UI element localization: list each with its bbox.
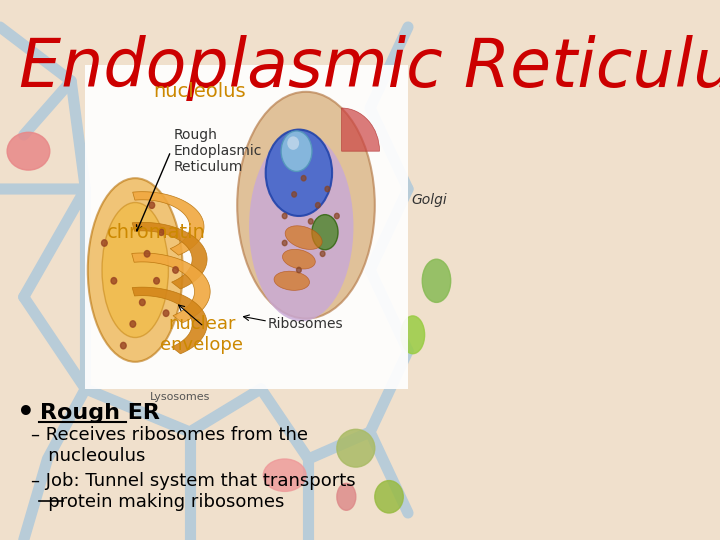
Polygon shape (132, 192, 204, 255)
Ellipse shape (249, 132, 354, 321)
Polygon shape (132, 222, 207, 289)
Circle shape (282, 240, 287, 246)
Text: – Receives ribosomes from the
   nucleoulus: – Receives ribosomes from the nucleoulus (31, 426, 308, 465)
Ellipse shape (7, 132, 50, 170)
Ellipse shape (337, 429, 375, 467)
Circle shape (140, 299, 145, 306)
Circle shape (173, 267, 179, 273)
Circle shape (153, 278, 159, 284)
Circle shape (144, 251, 150, 257)
Circle shape (130, 321, 135, 327)
Circle shape (335, 213, 339, 219)
Ellipse shape (264, 459, 306, 491)
Text: Golgi: Golgi (412, 193, 447, 207)
Circle shape (111, 278, 117, 284)
Ellipse shape (282, 249, 315, 269)
Ellipse shape (312, 215, 338, 250)
Circle shape (149, 202, 155, 208)
Circle shape (102, 240, 107, 246)
Text: Rough ER: Rough ER (40, 403, 161, 423)
FancyBboxPatch shape (86, 65, 408, 389)
Ellipse shape (285, 226, 322, 249)
Ellipse shape (237, 92, 375, 319)
Text: •: • (17, 399, 35, 427)
Circle shape (292, 192, 297, 197)
Ellipse shape (375, 481, 403, 513)
Text: nucleolus: nucleolus (153, 82, 246, 102)
Ellipse shape (266, 130, 332, 216)
Text: Ribosomes: Ribosomes (268, 317, 343, 331)
Ellipse shape (281, 131, 312, 172)
Circle shape (158, 229, 164, 235)
Circle shape (315, 202, 320, 208)
Text: nuclear
envelope: nuclear envelope (160, 315, 243, 354)
Ellipse shape (287, 137, 299, 150)
Text: Rough
Endoplasmic
Reticulum: Rough Endoplasmic Reticulum (174, 128, 261, 174)
Ellipse shape (401, 316, 425, 354)
Circle shape (308, 219, 313, 224)
Polygon shape (132, 287, 207, 354)
Ellipse shape (422, 259, 451, 302)
Circle shape (163, 310, 169, 316)
Ellipse shape (337, 483, 356, 510)
Circle shape (325, 186, 330, 192)
Text: Lysosomes: Lysosomes (150, 392, 210, 402)
Ellipse shape (274, 271, 310, 291)
Text: Endoplasmic Reticulum: Endoplasmic Reticulum (19, 35, 720, 101)
Polygon shape (132, 253, 210, 323)
Circle shape (282, 213, 287, 219)
Circle shape (320, 251, 325, 256)
Text: – Job: Tunnel system that transports
   protein making ribosomes: – Job: Tunnel system that transports pro… (31, 472, 356, 511)
Circle shape (301, 176, 306, 181)
Circle shape (120, 342, 126, 349)
Wedge shape (341, 108, 379, 151)
Circle shape (297, 267, 301, 273)
Ellipse shape (88, 178, 183, 362)
Text: chromatin: chromatin (107, 222, 206, 242)
Ellipse shape (102, 202, 168, 338)
